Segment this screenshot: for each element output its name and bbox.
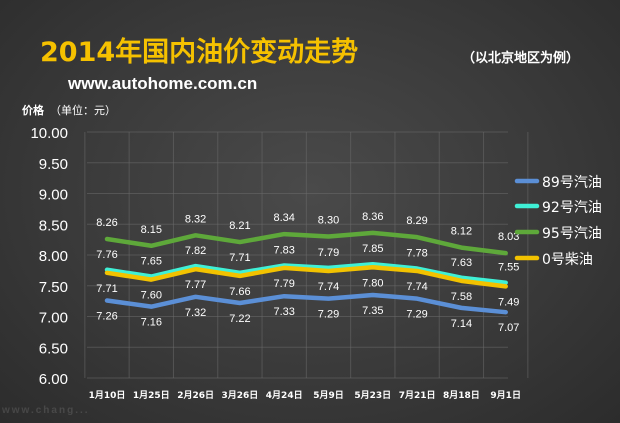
data-label: 7.85 (362, 243, 383, 255)
data-label: 8.30 (318, 215, 339, 227)
data-label: 7.49 (498, 296, 519, 308)
legend-label: 95号汽油 (542, 226, 602, 242)
series-line (104, 261, 508, 285)
x-tick-label: 5月23日 (354, 390, 391, 401)
data-label: 8.34 (273, 212, 294, 224)
data-label: 7.16 (141, 317, 162, 329)
legend-label: 0号柴油 (542, 252, 593, 268)
chart-title: 2014年国内油价变动走势 (40, 37, 359, 68)
data-label: 8.29 (406, 215, 427, 227)
legend-label: 92号汽油 (542, 200, 602, 216)
data-label: 7.71 (96, 283, 117, 295)
data-label: 7.82 (185, 245, 206, 257)
x-tick-label: 1月10日 (89, 390, 126, 401)
data-label: 7.14 (451, 318, 472, 330)
data-label: 7.78 (406, 248, 427, 260)
data-label: 7.26 (96, 311, 117, 323)
data-label: 7.55 (498, 262, 519, 274)
data-label: 8.03 (498, 231, 519, 243)
series-line (104, 265, 508, 289)
x-tick-label: 7月21日 (399, 390, 436, 401)
y-tick-label: 9.50 (39, 156, 68, 173)
y-axis-unit-label: 价格 （单位：元） (22, 102, 116, 118)
data-label: 7.74 (406, 281, 427, 293)
data-label: 7.79 (273, 278, 294, 290)
chart-subtitle: （以北京地区为例） (462, 51, 580, 66)
data-label: 8.32 (185, 213, 206, 225)
data-label: 7.65 (141, 256, 162, 268)
y-axis-unit: （单位：元） (50, 104, 116, 117)
data-label: 8.21 (229, 220, 250, 232)
y-tick-label: 6.00 (39, 371, 68, 388)
data-label: 7.71 (229, 252, 250, 264)
data-label: 7.77 (185, 279, 206, 291)
data-label: 7.60 (141, 290, 162, 302)
data-label: 7.29 (406, 309, 427, 321)
y-tick-label: 8.50 (39, 217, 68, 234)
x-tick-label: 8月18日 (443, 390, 480, 401)
data-label: 7.80 (362, 277, 383, 289)
y-tick-label: 7.50 (39, 279, 68, 296)
data-label: 8.26 (96, 217, 117, 229)
legend-label: 89号汽油 (542, 175, 602, 191)
watermark: www.chang... (2, 405, 90, 416)
data-label: 7.83 (273, 244, 294, 256)
data-label: 7.29 (318, 309, 339, 321)
data-label: 7.22 (229, 313, 250, 325)
data-label: 7.76 (96, 249, 117, 261)
data-label: 8.36 (362, 211, 383, 223)
series-line (104, 230, 508, 256)
data-label: 8.15 (141, 224, 162, 236)
y-tick-label: 8.00 (39, 248, 68, 265)
data-label: 7.66 (229, 286, 250, 298)
data-label: 7.79 (318, 247, 339, 259)
data-label: 7.07 (498, 322, 519, 334)
data-label: 7.74 (318, 281, 339, 293)
x-tick-label: 3月26日 (222, 390, 259, 401)
x-tick-label: 9月1日 (490, 390, 521, 401)
y-tick-label: 6.50 (39, 340, 68, 357)
x-tick-label: 1月25日 (133, 390, 170, 401)
data-label: 8.12 (451, 226, 472, 238)
data-label: 7.35 (362, 305, 383, 317)
data-label: 7.32 (185, 307, 206, 319)
x-tick-label: 5月9日 (313, 390, 344, 401)
y-tick-label: 7.00 (39, 310, 68, 327)
series-line (104, 292, 508, 315)
x-tick-label: 4月24日 (266, 390, 303, 401)
data-label: 7.33 (273, 306, 294, 318)
y-tick-label: 10.00 (30, 125, 68, 142)
data-label: 7.63 (451, 257, 472, 269)
data-label: 7.58 (451, 291, 472, 303)
y-axis-name: 价格 (22, 104, 44, 117)
y-tick-label: 9.00 (39, 187, 68, 204)
x-tick-label: 2月26日 (177, 390, 214, 401)
website-url: www.autohome.com.cn (68, 74, 258, 93)
